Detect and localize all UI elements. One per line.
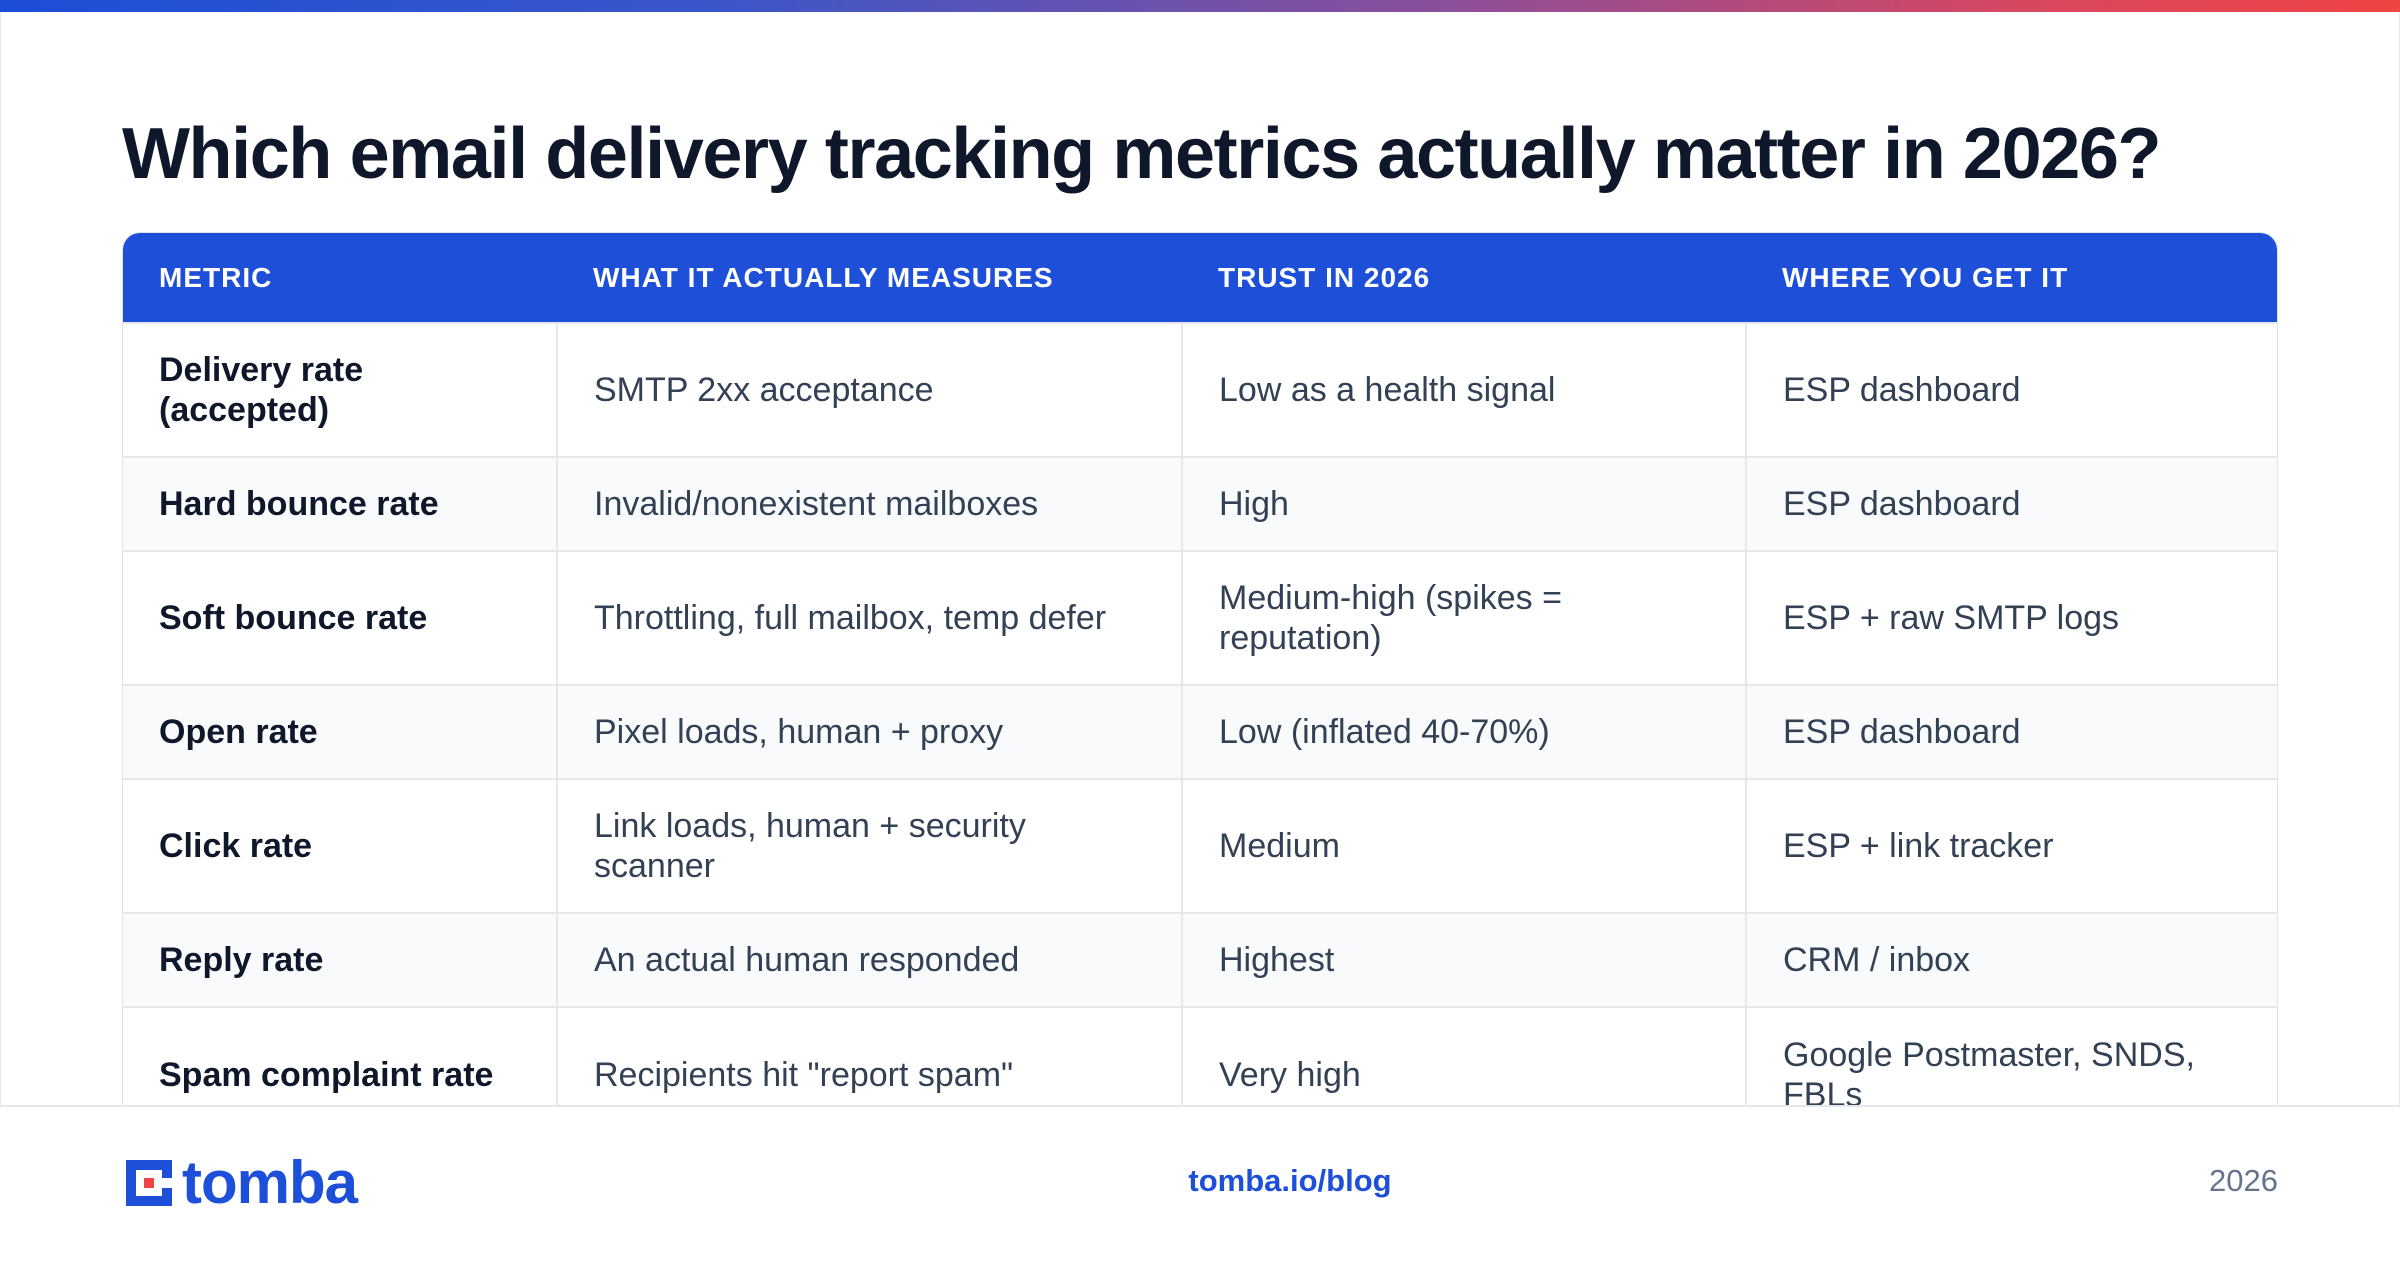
- footer-year: 2026: [2209, 1163, 2278, 1198]
- measures-cell: Invalid/nonexistent mailboxes: [557, 456, 1183, 551]
- metric-cell: Reply rate: [123, 912, 558, 1007]
- table-header-row: METRIC WHAT IT ACTUALLY MEASURES TRUST I…: [123, 233, 2277, 323]
- table-row: Open rate Pixel loads, human + proxy Low…: [123, 684, 2277, 779]
- trust-cell: Low as a health signal: [1182, 322, 1747, 457]
- metric-cell: Click rate: [123, 778, 558, 913]
- metric-cell: Soft bounce rate: [123, 550, 558, 685]
- brand-wordmark: tomba: [182, 1149, 358, 1216]
- trust-cell: Highest: [1182, 912, 1747, 1007]
- measures-cell: SMTP 2xx acceptance: [557, 322, 1183, 457]
- tomba-logo: tomba: [122, 1149, 358, 1216]
- header-what-it-measures: WHAT IT ACTUALLY MEASURES: [593, 261, 1054, 293]
- table-row: Click rate Link loads, human + security …: [123, 778, 2277, 913]
- measures-cell: Throttling, full mailbox, temp defer: [557, 550, 1183, 685]
- header-where-you-get-it: WHERE YOU GET IT: [1782, 261, 2069, 293]
- metric-cell: Hard bounce rate: [123, 456, 558, 551]
- table-row: Reply rate An actual human responded Hig…: [123, 912, 2277, 1007]
- page-title: Which email delivery tracking metrics ac…: [122, 114, 2161, 194]
- metrics-table: METRIC WHAT IT ACTUALLY MEASURES TRUST I…: [123, 233, 2277, 1141]
- table-row: Delivery rate (accepted) SMTP 2xx accept…: [123, 322, 2277, 457]
- measures-cell: Pixel loads, human + proxy: [557, 684, 1183, 779]
- tomba-mark-icon: [126, 1160, 176, 1206]
- source-cell: ESP dashboard: [1746, 684, 2277, 779]
- header-metric: METRIC: [159, 261, 273, 293]
- source-cell: ESP + link tracker: [1746, 778, 2277, 913]
- source-cell: ESP dashboard: [1746, 456, 2277, 551]
- source-cell: CRM / inbox: [1746, 912, 2277, 1007]
- gradient-accent-bar: [0, 0, 2400, 12]
- metrics-table-card: METRIC WHAT IT ACTUALLY MEASURES TRUST I…: [122, 232, 2278, 1144]
- footer-bar: [0, 1105, 2400, 1262]
- measures-cell: Link loads, human + security scanner: [557, 778, 1183, 913]
- metric-cell: Delivery rate (accepted): [123, 322, 558, 457]
- blog-link[interactable]: tomba.io/blog: [1188, 1163, 1392, 1198]
- trust-cell: Medium-high (spikes = reputation): [1182, 550, 1747, 685]
- table-row: Soft bounce rate Throttling, full mailbo…: [123, 550, 2277, 685]
- trust-cell: Low (inflated 40-70%): [1182, 684, 1747, 779]
- source-cell: ESP dashboard: [1746, 322, 2277, 457]
- measures-cell: An actual human responded: [557, 912, 1183, 1007]
- table-row: Hard bounce rate Invalid/nonexistent mai…: [123, 456, 2277, 551]
- source-cell: ESP + raw SMTP logs: [1746, 550, 2277, 685]
- header-trust: TRUST IN 2026: [1218, 261, 1431, 293]
- trust-cell: Medium: [1182, 778, 1747, 913]
- metric-cell: Open rate: [123, 684, 558, 779]
- trust-cell: High: [1182, 456, 1747, 551]
